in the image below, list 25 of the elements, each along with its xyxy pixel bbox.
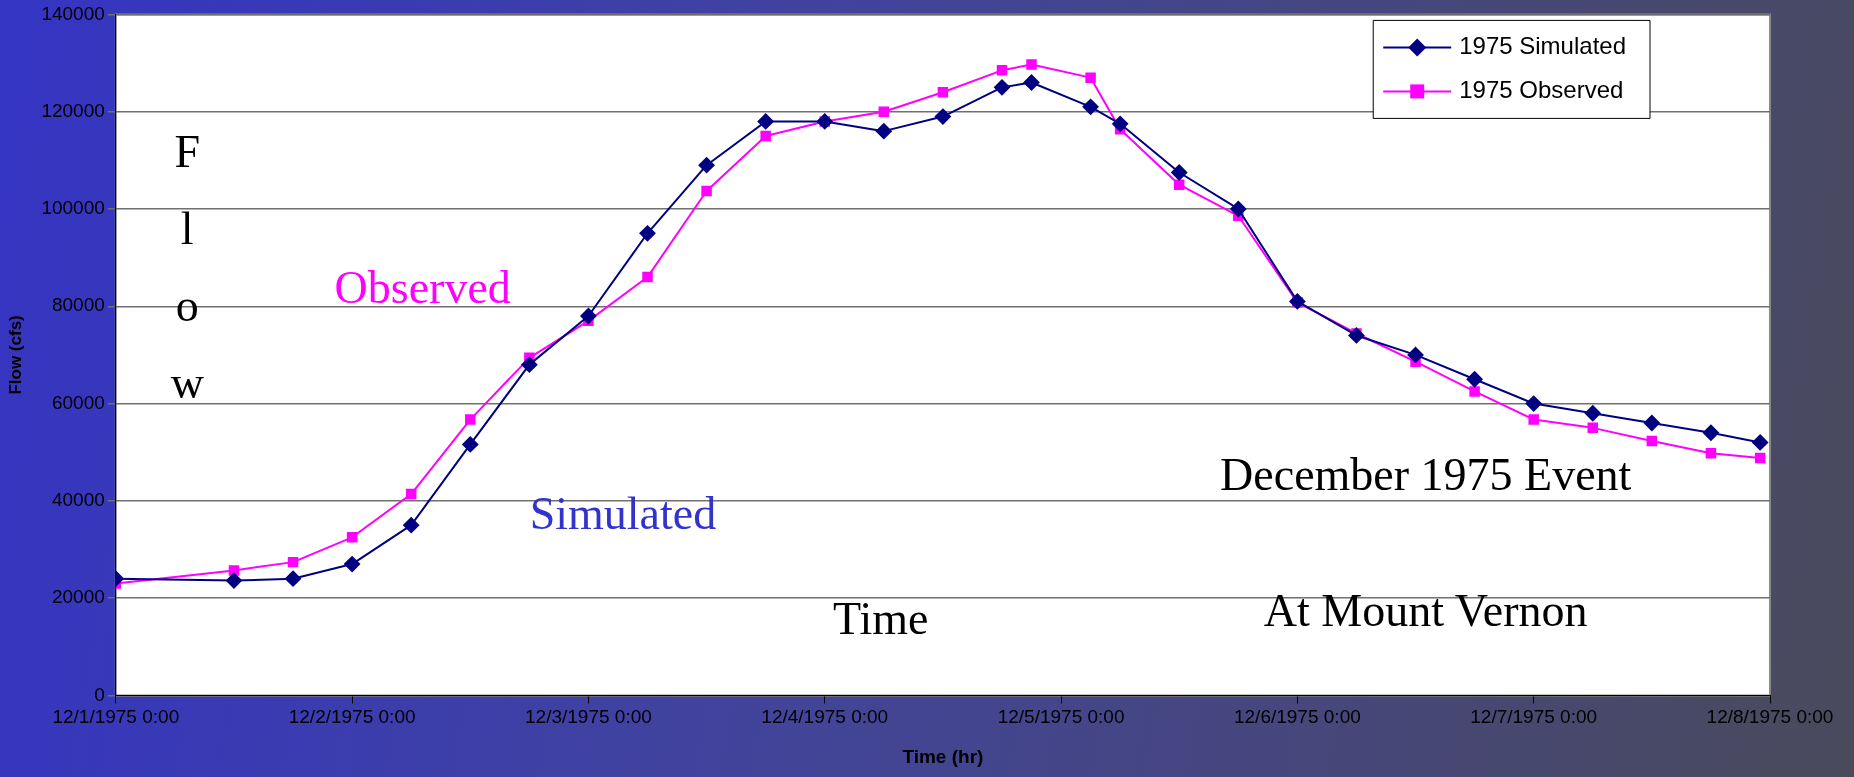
- y-tick-label: 140000: [41, 2, 105, 24]
- x-tick-label: 12/1/1975 0:00: [52, 706, 180, 728]
- annotation: At Mount Vernon: [1263, 584, 1588, 636]
- x-tick-label: 12/2/1975 0:00: [288, 706, 416, 728]
- x-tick-label: 12/5/1975 0:00: [997, 706, 1125, 728]
- y-tick-label: 40000: [51, 489, 105, 511]
- x-tick-label: 12/3/1975 0:00: [525, 706, 652, 728]
- x-tick-label: 12/8/1975 0:00: [1706, 706, 1834, 728]
- x-tick-label: 12/4/1975 0:00: [761, 706, 889, 728]
- y-tick-label: 100000: [41, 197, 105, 219]
- x-tick-label: 12/7/1975 0:00: [1470, 706, 1598, 728]
- legend-label: 1975 Simulated: [1459, 32, 1626, 60]
- annotation: December 1975 Event: [1220, 448, 1632, 500]
- y-tick-label: 20000: [51, 586, 105, 608]
- annotation: Simulated: [529, 487, 717, 539]
- y-tick-label: 120000: [41, 99, 105, 121]
- x-tick-label: 12/6/1975 0:00: [1233, 706, 1361, 728]
- annotation: Time: [832, 592, 929, 644]
- legend-label: 1975 Observed: [1459, 76, 1624, 104]
- y-tick-label: 80000: [51, 294, 105, 316]
- y-axis-title: Flow (cfs): [5, 315, 25, 395]
- y-tick-label: 0: [94, 683, 105, 705]
- annotation: Observed: [334, 262, 511, 314]
- y-tick-label: 60000: [51, 391, 105, 413]
- x-axis-title: Time (hr): [902, 745, 984, 767]
